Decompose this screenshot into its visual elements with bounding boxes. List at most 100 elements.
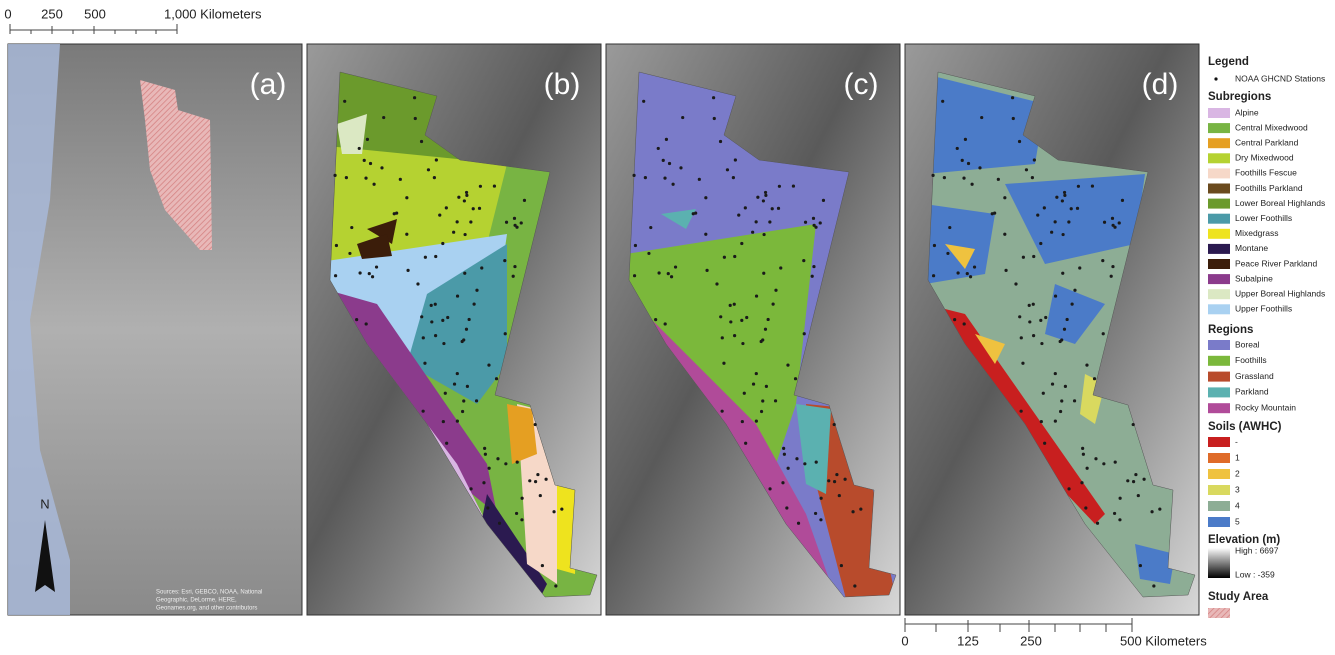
station xyxy=(827,479,830,482)
station xyxy=(721,336,724,339)
legend-swatch xyxy=(1208,274,1230,284)
station xyxy=(1111,265,1114,268)
station xyxy=(838,494,841,497)
station xyxy=(1022,256,1025,259)
station xyxy=(971,183,974,186)
station xyxy=(1061,272,1064,275)
station xyxy=(1084,506,1087,509)
station xyxy=(1018,315,1021,318)
station xyxy=(803,462,806,465)
legend-label: 4 xyxy=(1235,500,1240,510)
station xyxy=(764,194,767,197)
station xyxy=(1067,220,1070,223)
legend-label: 1 xyxy=(1235,452,1240,462)
legend-heading: Regions xyxy=(1208,324,1253,336)
station xyxy=(1028,320,1031,323)
station xyxy=(348,252,351,255)
legend-swatch xyxy=(1208,453,1230,463)
station xyxy=(713,117,716,120)
station xyxy=(755,420,758,423)
station xyxy=(642,100,645,103)
station xyxy=(1076,207,1079,210)
station xyxy=(812,217,815,220)
station xyxy=(760,410,763,413)
station xyxy=(771,207,774,210)
station xyxy=(722,362,725,365)
station xyxy=(445,442,448,445)
station xyxy=(1032,303,1035,306)
legend-label: Upper Boreal Highlands xyxy=(1235,288,1325,298)
station xyxy=(466,385,469,388)
station xyxy=(774,399,777,402)
station xyxy=(755,294,758,297)
station xyxy=(794,377,797,380)
legend-swatch xyxy=(1208,199,1230,209)
station xyxy=(737,214,740,217)
station xyxy=(833,480,836,483)
station xyxy=(1018,140,1021,143)
station xyxy=(1043,206,1046,209)
station xyxy=(1043,442,1046,445)
station xyxy=(456,372,459,375)
legend-swatch xyxy=(1208,168,1230,178)
station xyxy=(761,399,764,402)
station xyxy=(461,410,464,413)
legend-label: Boreal xyxy=(1235,339,1260,349)
legend-swatch xyxy=(1208,372,1230,382)
station xyxy=(820,497,823,500)
scale-bottom xyxy=(905,618,1132,632)
station xyxy=(764,191,767,194)
station xyxy=(946,252,949,255)
station xyxy=(335,244,338,247)
station xyxy=(740,242,743,245)
station xyxy=(462,338,465,341)
station xyxy=(980,116,983,119)
station xyxy=(1091,184,1094,187)
legend-label: Lower Foothills xyxy=(1235,213,1292,223)
station xyxy=(1132,423,1135,426)
scale-label: 250 xyxy=(1020,633,1042,648)
station xyxy=(633,274,636,277)
station xyxy=(444,392,447,395)
station xyxy=(1033,158,1036,161)
legend-heading: Elevation (m) xyxy=(1208,534,1280,546)
legend-swatch xyxy=(1208,108,1230,118)
station xyxy=(1111,217,1114,220)
station xyxy=(438,214,441,217)
station xyxy=(797,522,800,525)
station xyxy=(1059,410,1062,413)
station xyxy=(399,178,402,181)
station xyxy=(781,481,784,484)
station xyxy=(803,332,806,335)
legend-label: Lower Boreal Highlands xyxy=(1235,198,1325,208)
station xyxy=(539,494,542,497)
station xyxy=(634,244,637,247)
station xyxy=(534,480,537,483)
station xyxy=(668,162,671,165)
station xyxy=(520,221,523,224)
station xyxy=(1082,453,1085,456)
legend-swatch xyxy=(1208,340,1230,350)
station xyxy=(751,231,754,234)
station xyxy=(733,303,736,306)
legend-swatch xyxy=(1208,437,1230,447)
legend-swatch xyxy=(1208,469,1230,479)
station xyxy=(424,256,427,259)
station xyxy=(967,162,970,165)
station xyxy=(840,564,843,567)
zone xyxy=(925,204,995,284)
station xyxy=(463,233,466,236)
station xyxy=(786,364,789,367)
station xyxy=(802,259,805,262)
station xyxy=(956,271,959,274)
station xyxy=(853,584,856,587)
legend-label: Central Mixedwood xyxy=(1235,122,1308,132)
legend-label: - xyxy=(1235,436,1238,446)
station xyxy=(657,147,660,150)
station xyxy=(463,199,466,202)
station xyxy=(740,319,743,322)
legend-label: High : 6697 xyxy=(1235,545,1279,555)
legend-swatch xyxy=(1208,485,1230,495)
station xyxy=(495,377,498,380)
station xyxy=(1085,364,1088,367)
